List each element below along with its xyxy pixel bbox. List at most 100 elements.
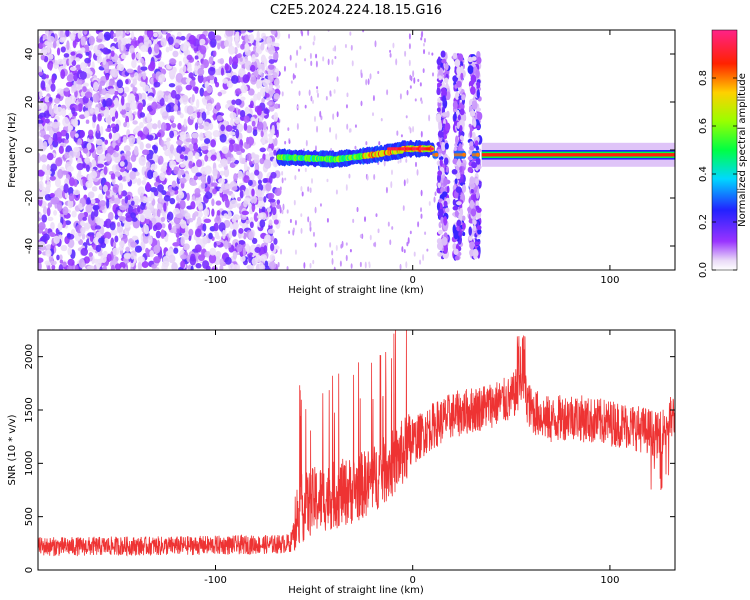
- heatmap-cell: [234, 116, 241, 124]
- heatmap-cell: [82, 82, 89, 87]
- heatmap-cell: [207, 151, 212, 158]
- heatmap-cell: [452, 100, 458, 110]
- heatmap-cell: [271, 201, 277, 208]
- heatmap-cell: [181, 146, 186, 152]
- heatmap-cell: [68, 125, 74, 131]
- heatmap-cell: [58, 264, 64, 270]
- heatmap-cell: [245, 243, 250, 252]
- heatmap-cell: [219, 258, 224, 267]
- heatmap-cell: [364, 261, 367, 269]
- heatmap-cell: [160, 216, 166, 222]
- heatmap-cell: [83, 44, 90, 54]
- heatmap-cell: [186, 192, 190, 201]
- heatmap-cell: [153, 189, 159, 197]
- heatmap-cell: [167, 211, 174, 221]
- heatmap-cell: [360, 72, 363, 79]
- heatmap-cell: [333, 89, 336, 94]
- heatmap-cell: [452, 205, 459, 211]
- heatmap-cell: [41, 49, 48, 55]
- heatmap-cell: [40, 154, 48, 163]
- heatmap-cell: [346, 123, 349, 130]
- heatmap-cell: [202, 223, 207, 232]
- heatmap-cell: [87, 191, 95, 199]
- heatmap-cell: [441, 236, 448, 246]
- heatmap-cell: [251, 152, 255, 159]
- heatmap-cell: [235, 88, 242, 95]
- heatmap-cell: [340, 244, 343, 249]
- heatmap-cell: [476, 56, 482, 65]
- heatmap-cell: [188, 228, 194, 237]
- heatmap-cell: [284, 177, 287, 181]
- heatmap-cell: [84, 157, 91, 164]
- heatmap-cell: [329, 127, 332, 133]
- heatmap-cell: [65, 132, 70, 140]
- heatmap-cell: [124, 102, 132, 112]
- heatmap-cell: [257, 179, 262, 185]
- heatmap-cell: [96, 30, 104, 33]
- heatmap-cell: [218, 178, 226, 184]
- heatmap-cell: [329, 242, 332, 248]
- heatmap-cell: [212, 113, 217, 121]
- heatmap-cell: [188, 34, 196, 45]
- heatmap-cell: [319, 203, 322, 207]
- spectrogram-x-ticks: -100 0 100: [204, 30, 619, 286]
- heatmap-cell: [380, 117, 383, 122]
- heatmap-cell: [440, 50, 446, 58]
- heatmap-cell: [137, 65, 141, 75]
- heatmap-cell: [93, 208, 99, 217]
- heatmap-cell: [145, 143, 152, 149]
- heatmap-cell: [185, 84, 193, 91]
- heatmap-cell: [199, 45, 207, 55]
- heatmap-cell: [460, 72, 464, 81]
- heatmap-cell: [263, 57, 268, 67]
- heatmap-cell: [345, 254, 348, 262]
- heatmap-cell: [38, 42, 44, 50]
- heatmap-cell: [202, 236, 208, 245]
- heatmap-cell: [258, 212, 264, 218]
- heatmap-cell: [207, 175, 211, 185]
- heatmap-cell: [270, 30, 277, 35]
- heatmap-cell: [220, 158, 228, 167]
- heatmap-cell: [420, 130, 423, 138]
- heatmap-cell: [119, 204, 127, 211]
- heatmap-cell: [260, 42, 265, 51]
- heatmap-cell: [404, 50, 407, 57]
- heatmap-cell: [99, 126, 104, 136]
- heatmap-cell: [437, 229, 443, 235]
- heatmap-cell: [38, 257, 44, 263]
- heatmap-cell: [245, 219, 251, 224]
- heatmap-cell: [120, 53, 127, 60]
- heatmap-cell: [391, 226, 394, 230]
- heatmap-cell: [304, 167, 307, 173]
- heatmap-cell: [208, 122, 214, 130]
- heatmap-cell: [112, 126, 117, 134]
- heatmap-cell: [461, 94, 466, 101]
- heatmap-cell: [443, 177, 448, 186]
- heatmap-cell: [267, 192, 275, 200]
- heatmap-cell: [360, 100, 363, 107]
- heatmap-cell: [420, 207, 423, 213]
- heatmap-cell: [147, 63, 155, 72]
- colorbar-ticks: 0.0 0.2 0.4 0.6 0.8: [698, 70, 737, 278]
- heatmap-cell: [470, 183, 476, 189]
- snr-series-line: [38, 330, 675, 557]
- heatmap-cell: [471, 56, 477, 61]
- heatmap-cell: [114, 97, 119, 107]
- heatmap-cell: [264, 85, 269, 93]
- heatmap-cell: [93, 264, 97, 270]
- heatmap-cell: [278, 103, 281, 109]
- heatmap-cell: [364, 216, 367, 223]
- heatmap-cell: [38, 140, 44, 149]
- heatmap-cell: [419, 82, 422, 87]
- heatmap-cell: [219, 188, 223, 194]
- heatmap-cell: [332, 47, 335, 52]
- heatmap-cell: [443, 157, 449, 166]
- heatmap-cell: [110, 46, 116, 51]
- heatmap-cell: [217, 42, 221, 50]
- heatmap-cell: [134, 245, 143, 253]
- heatmap-cell: [316, 86, 319, 90]
- heatmap-cell: [42, 140, 48, 150]
- heatmap-cell: [392, 42, 395, 49]
- heatmap-cell: [274, 137, 278, 147]
